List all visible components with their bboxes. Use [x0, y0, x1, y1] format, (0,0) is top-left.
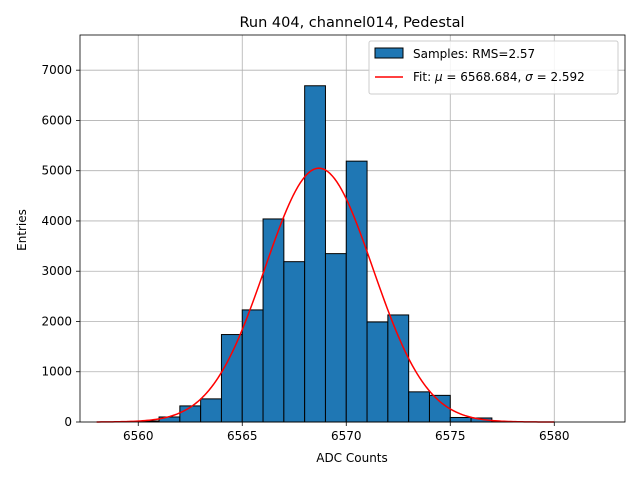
legend-mu-symbol: μ	[434, 70, 443, 84]
legend-sigma-symbol: σ	[525, 70, 533, 84]
histogram-bar	[366, 321, 389, 423]
histogram-bar	[345, 160, 368, 423]
x-tick-label: 6560	[123, 429, 154, 443]
histogram-bar	[324, 253, 347, 423]
histogram-bar	[262, 218, 285, 423]
x-axis-ticks: 6560 6565 6570 6575 6580	[123, 422, 570, 443]
histogram-bar	[408, 391, 430, 423]
y-tick-label: 2000	[41, 314, 72, 328]
histogram-bar	[428, 394, 451, 423]
y-tick-label: 7000	[41, 63, 72, 77]
legend-box	[368, 40, 619, 95]
x-tick-label: 6580	[539, 429, 570, 443]
y-axis-ticks: 0 1000 2000 3000 4000 5000 6000 7000	[41, 63, 80, 429]
chart-title: Run 404, channel014, Pedestal	[239, 15, 464, 31]
x-tick-label: 6570	[331, 429, 362, 443]
legend: Samples: RMS=2.57 Fit: μ = 6568.684, σ =…	[368, 40, 619, 95]
y-tick-label: 1000	[41, 365, 72, 379]
y-tick-label: 6000	[41, 113, 72, 127]
legend-fit-label: Fit: μ = 6568.684, σ = 2.592	[413, 70, 585, 84]
y-axis-label: Entries	[15, 209, 29, 251]
legend-fit-prefix: Fit:	[413, 70, 435, 84]
histogram-bar	[283, 261, 306, 423]
x-tick-label: 6575	[435, 429, 466, 443]
x-axis-label: ADC Counts	[316, 451, 388, 465]
histogram-bar	[241, 309, 264, 423]
y-tick-label: 0	[64, 415, 72, 429]
legend-samples-label: Samples: RMS=2.57	[413, 47, 535, 61]
plot-frame	[79, 34, 626, 423]
histogram-bar	[179, 405, 202, 423]
histogram-bar	[304, 85, 326, 423]
legend-sigma-value: = 2.592	[533, 70, 585, 84]
x-tick-label: 6565	[227, 429, 258, 443]
legend-bar-swatch	[374, 47, 404, 59]
y-tick-label: 4000	[41, 214, 72, 228]
gaussian-fit-curve	[96, 167, 555, 423]
legend-mu-value: = 6568.684,	[443, 70, 526, 84]
y-tick-label: 5000	[41, 164, 72, 178]
histogram-bar	[449, 416, 472, 423]
histogram-bar	[200, 398, 222, 423]
y-tick-label: 3000	[41, 264, 72, 278]
histogram-bar	[220, 334, 243, 423]
histogram-bar	[387, 314, 410, 423]
